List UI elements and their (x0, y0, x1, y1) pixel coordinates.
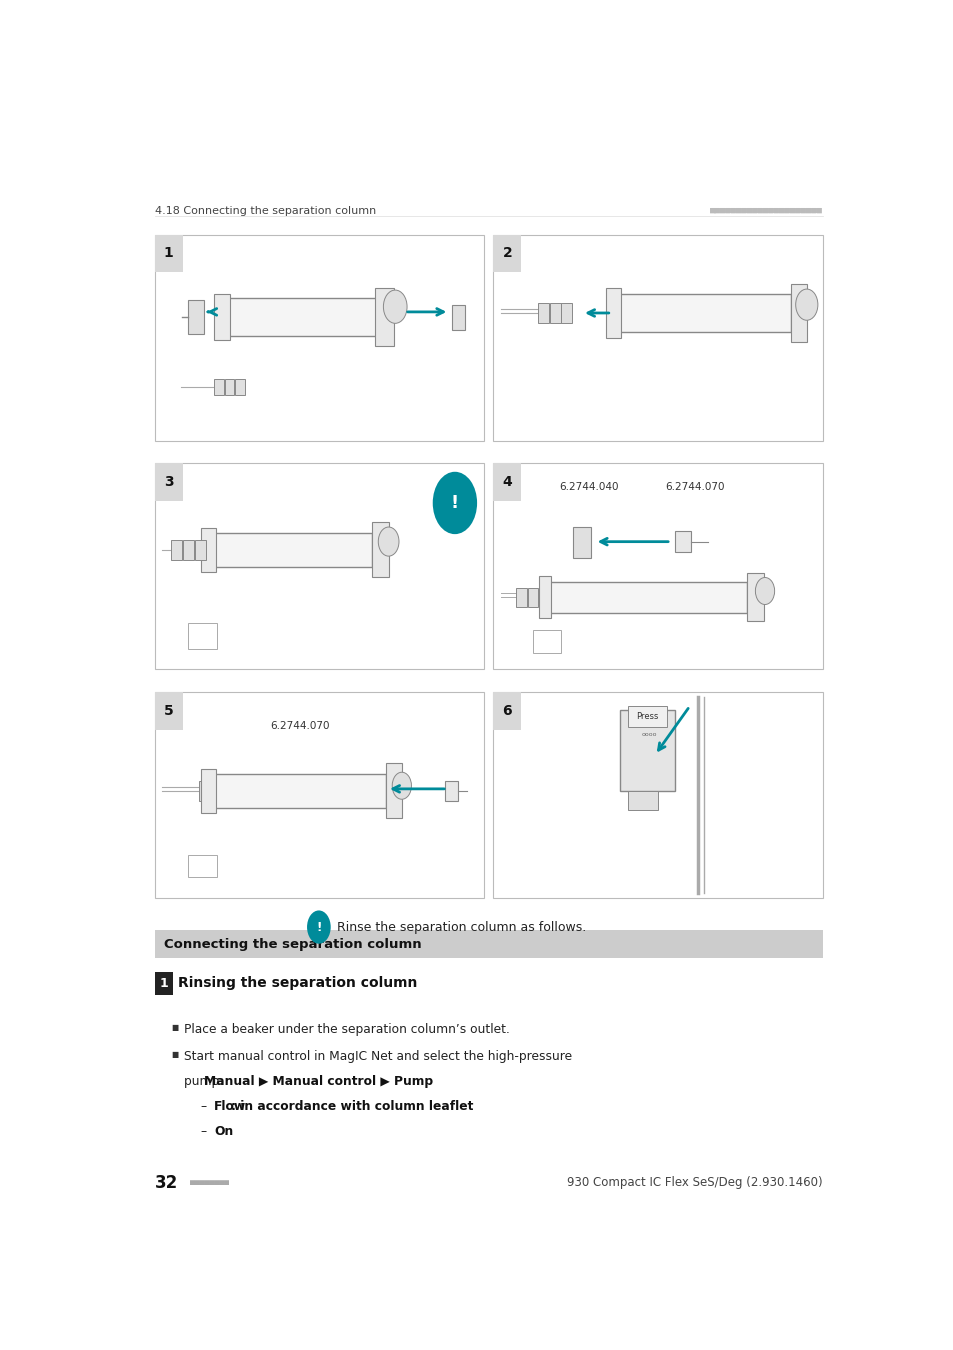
Bar (213, 774, 385, 809)
Bar (213, 294, 230, 340)
Bar (533, 630, 560, 653)
Text: ■■■■■■■■■■■■■■■■■■■■■: ■■■■■■■■■■■■■■■■■■■■■ (709, 205, 822, 215)
Bar (375, 288, 394, 346)
Bar (385, 763, 401, 818)
Bar (200, 768, 215, 813)
Circle shape (392, 772, 411, 799)
Bar (213, 533, 372, 567)
Text: 32: 32 (154, 1173, 178, 1192)
FancyBboxPatch shape (493, 693, 822, 898)
Bar (188, 622, 217, 649)
Text: On: On (213, 1125, 233, 1138)
Text: Manual ▶ Manual control ▶ Pump: Manual ▶ Manual control ▶ Pump (204, 1075, 433, 1088)
Bar (538, 576, 551, 618)
Bar (628, 791, 658, 810)
Bar (538, 587, 548, 606)
Text: 6.2744.070: 6.2744.070 (664, 482, 723, 493)
FancyBboxPatch shape (493, 235, 822, 440)
FancyBboxPatch shape (154, 463, 183, 501)
Bar (516, 587, 526, 606)
Text: ■■■■■■■■: ■■■■■■■■ (190, 1179, 230, 1187)
Text: 1: 1 (164, 247, 173, 261)
Circle shape (378, 526, 398, 556)
Text: Start manual control in MagIC Net and select the high-pressure: Start manual control in MagIC Net and se… (184, 1050, 572, 1062)
Bar (154, 930, 822, 958)
Text: : in accordance with column leaflet: : in accordance with column leaflet (231, 1100, 473, 1112)
Bar (527, 587, 537, 606)
Text: !: ! (315, 921, 321, 934)
Text: –: – (200, 1125, 207, 1138)
Bar (183, 540, 194, 560)
Text: Connecting the separation column: Connecting the separation column (164, 938, 421, 950)
Bar (154, 972, 173, 995)
Bar (549, 302, 560, 324)
FancyBboxPatch shape (154, 693, 484, 898)
Text: 930 Compact IC Flex SeS/Deg (2.930.1460): 930 Compact IC Flex SeS/Deg (2.930.1460) (567, 1176, 822, 1189)
Bar (211, 780, 222, 802)
Text: 3: 3 (164, 475, 173, 489)
Circle shape (755, 578, 774, 605)
FancyBboxPatch shape (154, 463, 484, 670)
Bar (188, 301, 204, 333)
Bar (200, 528, 215, 572)
FancyBboxPatch shape (154, 235, 183, 273)
Text: –: – (200, 1100, 207, 1112)
Circle shape (795, 289, 817, 320)
Bar (372, 522, 388, 578)
Text: 6.2744.040: 6.2744.040 (558, 482, 618, 493)
Bar (549, 582, 746, 613)
Text: 4: 4 (502, 475, 512, 489)
FancyBboxPatch shape (154, 693, 183, 729)
Bar (234, 378, 245, 396)
Bar (572, 526, 590, 559)
Circle shape (433, 471, 476, 535)
Bar (199, 780, 210, 802)
Text: 4.18 Connecting the separation column: 4.18 Connecting the separation column (154, 205, 375, 216)
FancyBboxPatch shape (493, 235, 521, 273)
Bar (222, 780, 233, 802)
Bar (746, 574, 762, 621)
Text: ■: ■ (171, 1023, 178, 1031)
Text: 6: 6 (502, 703, 512, 718)
Bar (451, 305, 464, 329)
Bar (674, 532, 690, 552)
Bar (225, 378, 234, 396)
FancyBboxPatch shape (493, 463, 521, 501)
Text: Rinse the separation column as follows.: Rinse the separation column as follows. (337, 921, 586, 934)
Bar (227, 298, 378, 336)
Bar (444, 780, 457, 802)
Circle shape (307, 910, 331, 944)
Bar (618, 294, 790, 332)
Text: Place a beaker under the separation column’s outlet.: Place a beaker under the separation colu… (184, 1023, 510, 1035)
Text: Press: Press (636, 711, 659, 721)
Bar (537, 302, 548, 324)
Text: 6.2744.070: 6.2744.070 (270, 721, 330, 732)
Bar (194, 540, 206, 560)
Bar (188, 855, 217, 878)
Text: 2: 2 (502, 247, 512, 261)
FancyBboxPatch shape (493, 463, 822, 670)
Text: 1: 1 (159, 976, 168, 990)
Bar (560, 302, 572, 324)
Bar (790, 284, 806, 342)
FancyBboxPatch shape (154, 235, 484, 440)
Bar (171, 540, 182, 560)
Bar (618, 710, 675, 791)
Text: Rinsing the separation column: Rinsing the separation column (178, 976, 417, 990)
Text: !: ! (451, 494, 458, 512)
Text: ■: ■ (171, 1050, 178, 1058)
FancyBboxPatch shape (493, 693, 521, 729)
Circle shape (383, 290, 407, 324)
Bar (628, 706, 666, 726)
Bar (605, 288, 619, 338)
Text: Flow: Flow (213, 1100, 246, 1112)
Text: pump:: pump: (184, 1075, 227, 1088)
Text: oooo: oooo (641, 732, 657, 737)
Text: 5: 5 (164, 703, 173, 718)
Bar (214, 378, 224, 396)
